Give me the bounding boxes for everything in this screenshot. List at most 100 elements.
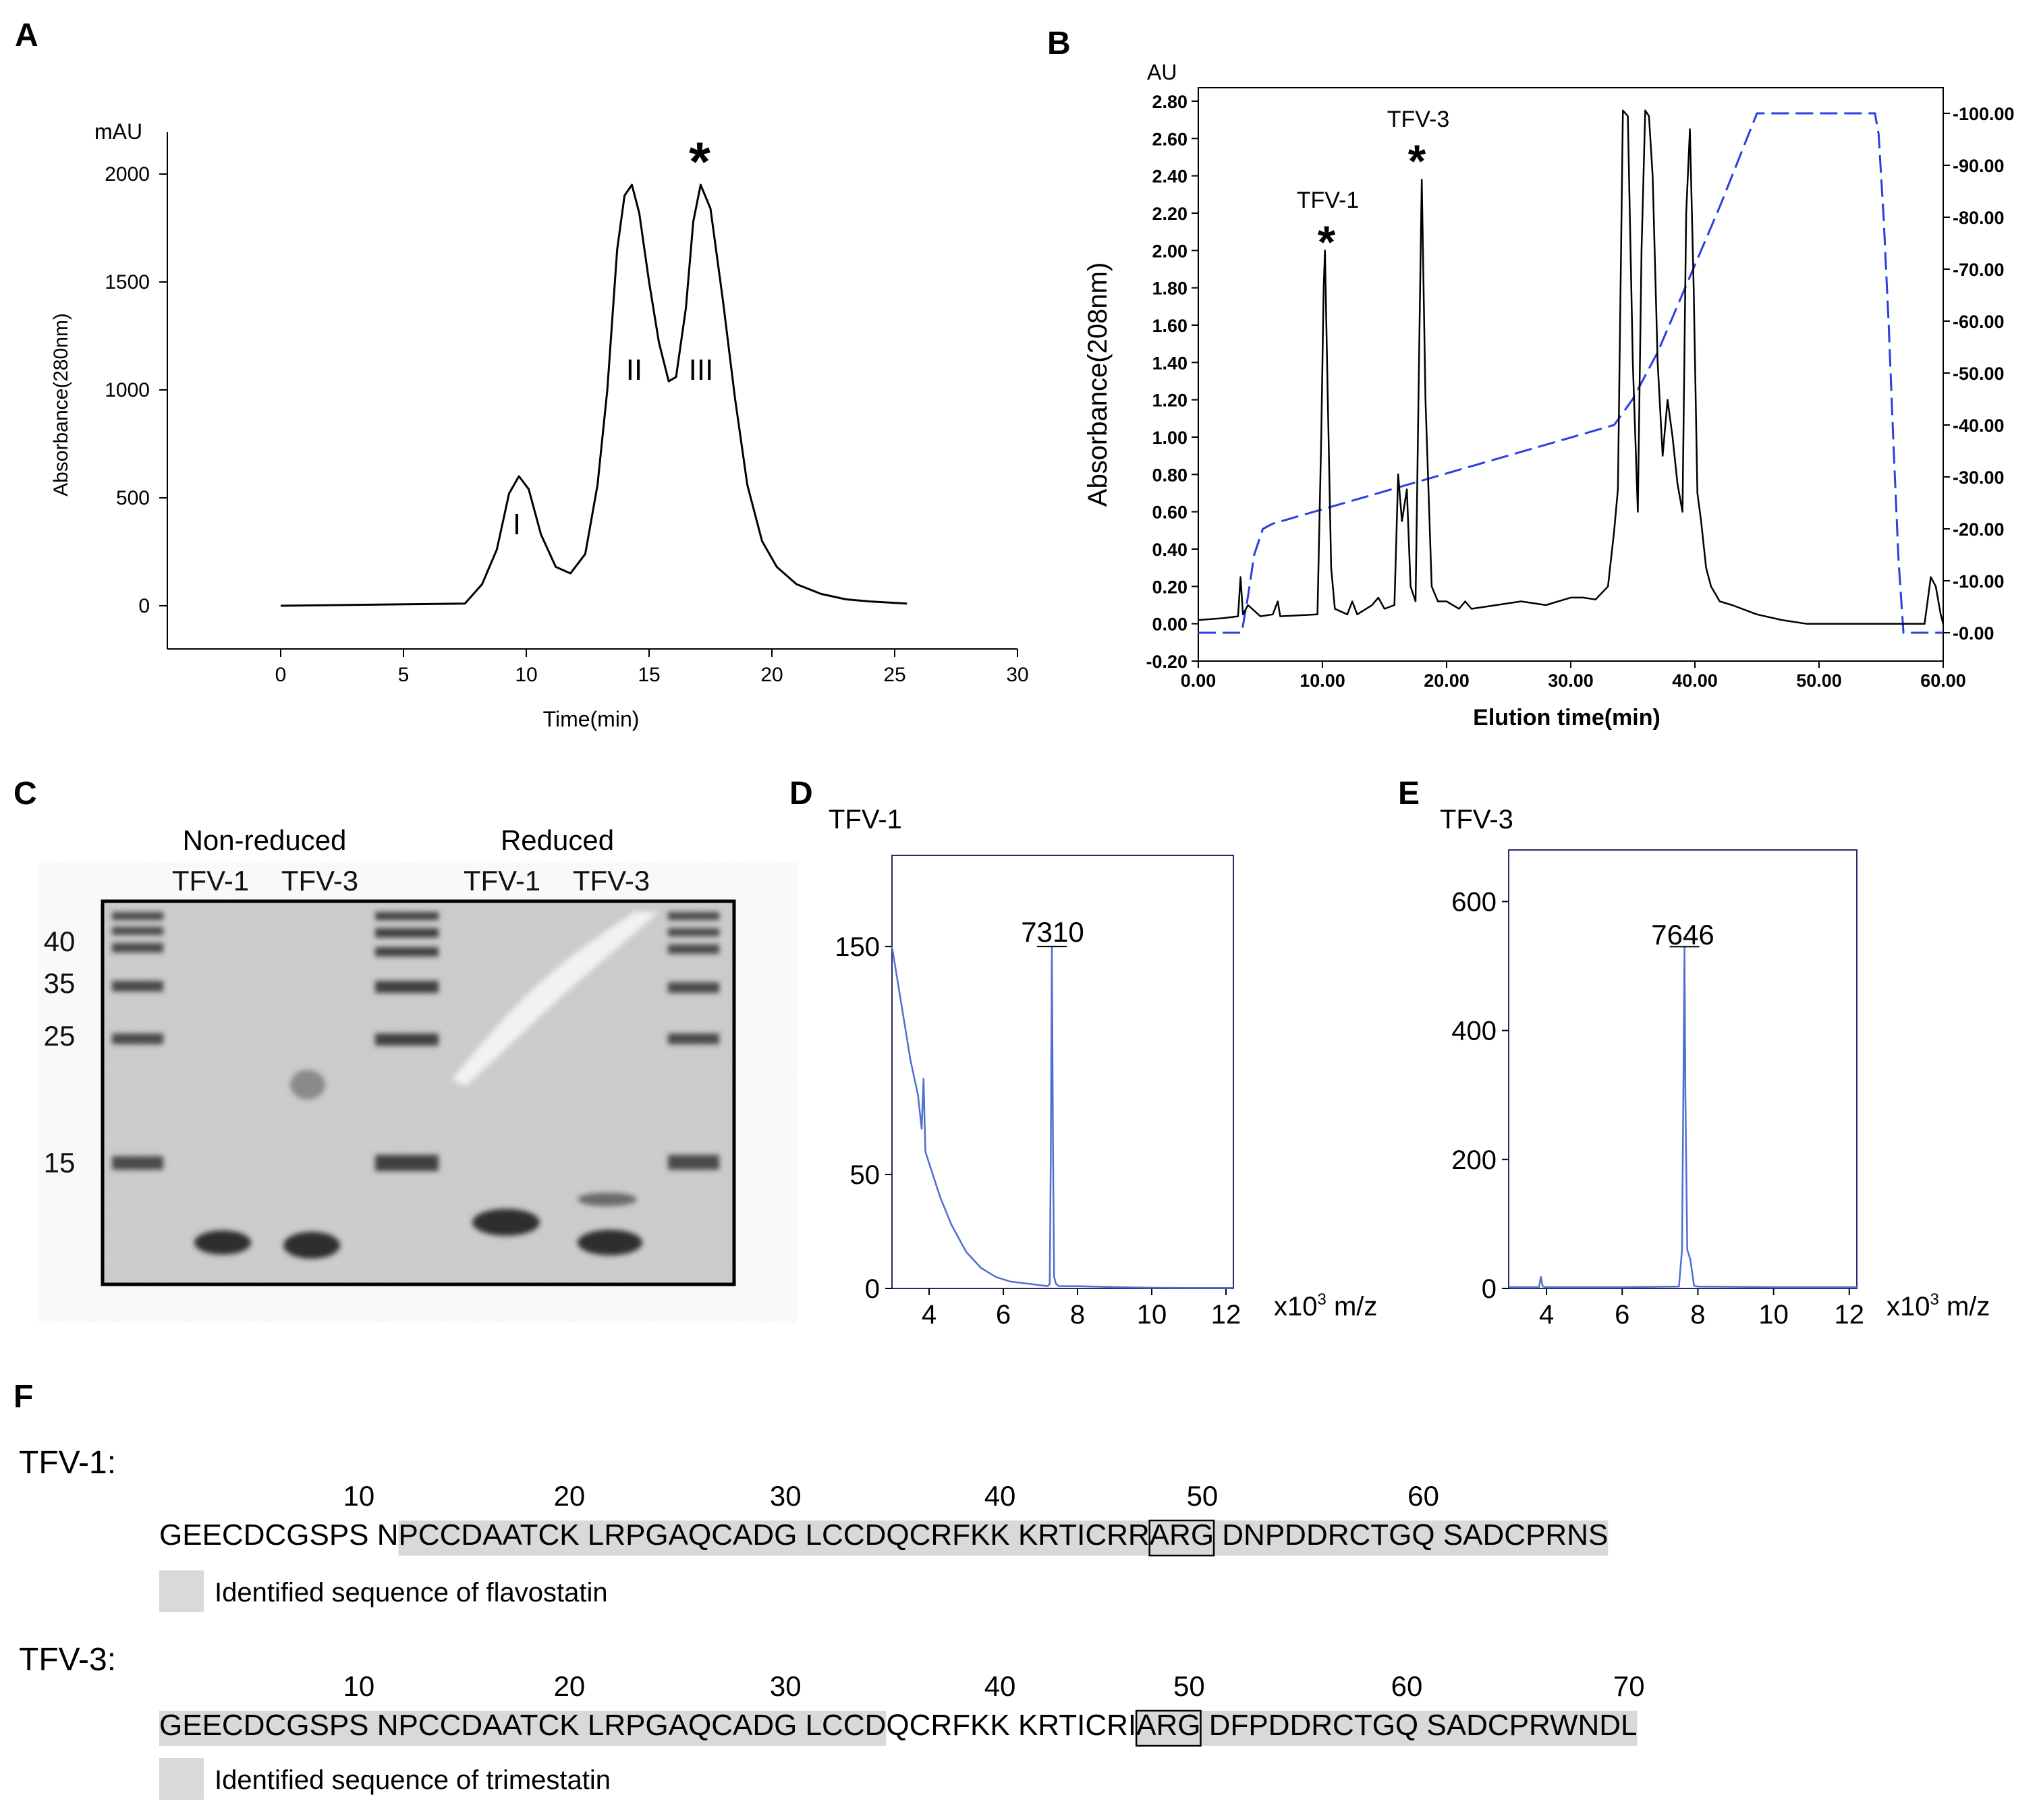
panel-a-peak-label-1: I — [513, 508, 521, 541]
y-tick-label: 400 — [1451, 1017, 1497, 1046]
ladder-lane-2 — [375, 912, 439, 1171]
x-tick-label: 20.00 — [1424, 671, 1470, 691]
panel-a-axes: 0 500 1000 1500 2000 0 5 10 15 20 25 30 — [105, 132, 1029, 686]
panel-b-axes: -0.200.000.200.400.600.801.001.201.401.6… — [1146, 87, 2015, 691]
lane-label-reduced-tfv1: TFV-1 — [464, 865, 540, 897]
panel-f-letter: F — [13, 1379, 33, 1415]
panel-a: A mAU Absorbance(280nm) Time(min) 0 500 10… — [15, 18, 1029, 731]
position-number: 20 — [554, 1480, 586, 1512]
y-tick-label: 600 — [1451, 887, 1497, 917]
ladder-band — [668, 1033, 719, 1044]
panel-a-peak-label-3: III — [689, 353, 714, 387]
x-tick-label: 12 — [1835, 1300, 1865, 1330]
panel-d-plot — [891, 945, 1233, 1289]
lane-label-reduced-tfv3: TFV-3 — [573, 865, 650, 897]
y-tick-label: 1.00 — [1152, 428, 1188, 448]
panel-b-peak-label-tfv1: TFV-1 — [1297, 188, 1360, 213]
y-tick-label: 0.20 — [1152, 577, 1188, 597]
gel-bright-streak — [452, 912, 658, 1086]
y2-tick-label: -80.00 — [1953, 208, 2005, 228]
panel-e-letter: E — [1398, 776, 1420, 812]
x-tick-label: 4 — [922, 1300, 937, 1330]
x-unit-prefix: x10 — [1887, 1292, 1930, 1321]
panel-e-x-unit: x103 m/z — [1887, 1290, 1990, 1321]
y2-tick-label: -100.00 — [1953, 104, 2015, 124]
panel-a-plot — [280, 183, 907, 607]
y-tick-label: 1.60 — [1152, 316, 1188, 336]
band-nonreduced-tfv3 — [283, 1232, 340, 1259]
y-tick-label: 0 — [1482, 1274, 1497, 1304]
seq1-legend-label: Identified sequence of flavostatin — [215, 1578, 608, 1608]
y-tick-label: 0 — [865, 1274, 880, 1304]
panel-e: E TFV-3 0 200 400 600 4 6 8 10 12 7646 x103 m/z — [1398, 776, 1990, 1330]
panel-e-axes: 0 200 400 600 4 6 8 10 12 — [1451, 849, 1865, 1330]
position-number: 50 — [1173, 1670, 1205, 1702]
ladder-lane-3 — [668, 912, 719, 1170]
panel-e-peak-label: 7646 — [1651, 919, 1714, 950]
panel-a-ylabel: Absorbance(280nm) — [50, 313, 72, 496]
ladder-band — [375, 1033, 439, 1046]
ladder-band — [375, 981, 439, 993]
marker-label-35: 35 — [44, 967, 76, 999]
seq1-name: TFV-1: — [19, 1445, 116, 1481]
ladder-band — [112, 912, 163, 920]
y2-tick-label: -10.00 — [1953, 571, 2005, 592]
position-number: 60 — [1391, 1670, 1423, 1702]
seq1-highlight — [398, 1519, 1609, 1557]
y2-tick-label: -60.00 — [1953, 312, 2005, 332]
seq1-position-numbers: 10 20 30 40 50 60 — [343, 1480, 1439, 1512]
seq2-highlight — [159, 1709, 1638, 1747]
y-tick-label: 2000 — [105, 163, 150, 186]
panel-a-xlabel: Time(min) — [543, 707, 640, 731]
y2-tick-label: -50.00 — [1953, 364, 2005, 384]
panel-c: C Non-reduced Reduced TFV-1 TFV-3 TFV-1 … — [13, 776, 736, 1286]
x-tick-label: 0.00 — [1181, 671, 1217, 691]
panel-b-asterisk-tfv3: * — [1408, 136, 1426, 187]
ladder-band — [375, 947, 439, 957]
y-tick-label: 0.40 — [1152, 540, 1188, 560]
x-unit-exponent: 3 — [1318, 1290, 1326, 1309]
y-tick-label: 1000 — [105, 379, 150, 401]
seq2-legend-label: Identified sequence of trimestatin — [215, 1765, 611, 1795]
plot-frame — [1508, 849, 1858, 1289]
panel-a-letter: A — [15, 18, 38, 53]
y-tick-label: 0.80 — [1152, 465, 1188, 485]
x-tick-label: 60.00 — [1920, 671, 1966, 691]
panel-c-letter: C — [13, 776, 37, 812]
gel-texture — [103, 901, 734, 1284]
x-tick-label: 15 — [638, 664, 660, 686]
panel-b-plot — [1198, 109, 1945, 634]
x-unit-exponent: 3 — [1930, 1290, 1939, 1309]
y-tick-label: 200 — [1451, 1145, 1497, 1175]
rgd-motif-box — [1148, 1519, 1215, 1557]
x-tick-label: 40.00 — [1672, 671, 1718, 691]
band-nonreduced-tfv1 — [194, 1230, 251, 1255]
x-tick-label: 10.00 — [1300, 671, 1345, 691]
y-tick-label: 0 — [138, 595, 150, 617]
panel-d-title: TFV-1 — [829, 805, 902, 834]
y-tick-label: 0.60 — [1152, 503, 1188, 523]
position-number: 20 — [554, 1670, 586, 1702]
y-tick-label: -0.20 — [1146, 652, 1188, 672]
y2-tick-label: -0.00 — [1953, 623, 1994, 644]
panel-d-peak-label: 7310 — [1021, 916, 1084, 948]
ladder-band — [668, 944, 719, 954]
x-tick-label: 25 — [883, 664, 905, 686]
band-reduced-tfv3-faint — [578, 1193, 637, 1206]
marker-label-25: 25 — [44, 1020, 76, 1052]
panel-a-y-unit: mAU — [94, 119, 142, 144]
panel-b-xlabel: Elution time(min) — [1473, 705, 1660, 731]
band-nonreduced-tfv3-upper — [290, 1070, 325, 1100]
y-tick-label: 500 — [116, 487, 150, 509]
ladder-band — [112, 1156, 163, 1170]
x-unit-suffix: m/z — [1939, 1292, 1990, 1321]
y-tick-label: 150 — [835, 932, 880, 962]
ladder-band — [375, 1155, 439, 1171]
panel-e-plot — [1509, 946, 1857, 1288]
panel-d-axes: 0 50 150 4 6 8 10 12 — [835, 855, 1241, 1330]
ladder-band — [112, 943, 163, 952]
x-tick-label: 30.00 — [1548, 671, 1594, 691]
seq2-sequence: GEECDCGSPS NPCCDAATCK LRPGAQCADG LCCDQCR… — [159, 1709, 1638, 1742]
x-tick-label: 0 — [275, 664, 287, 686]
panel-b-asterisk-tfv1: * — [1318, 217, 1336, 268]
